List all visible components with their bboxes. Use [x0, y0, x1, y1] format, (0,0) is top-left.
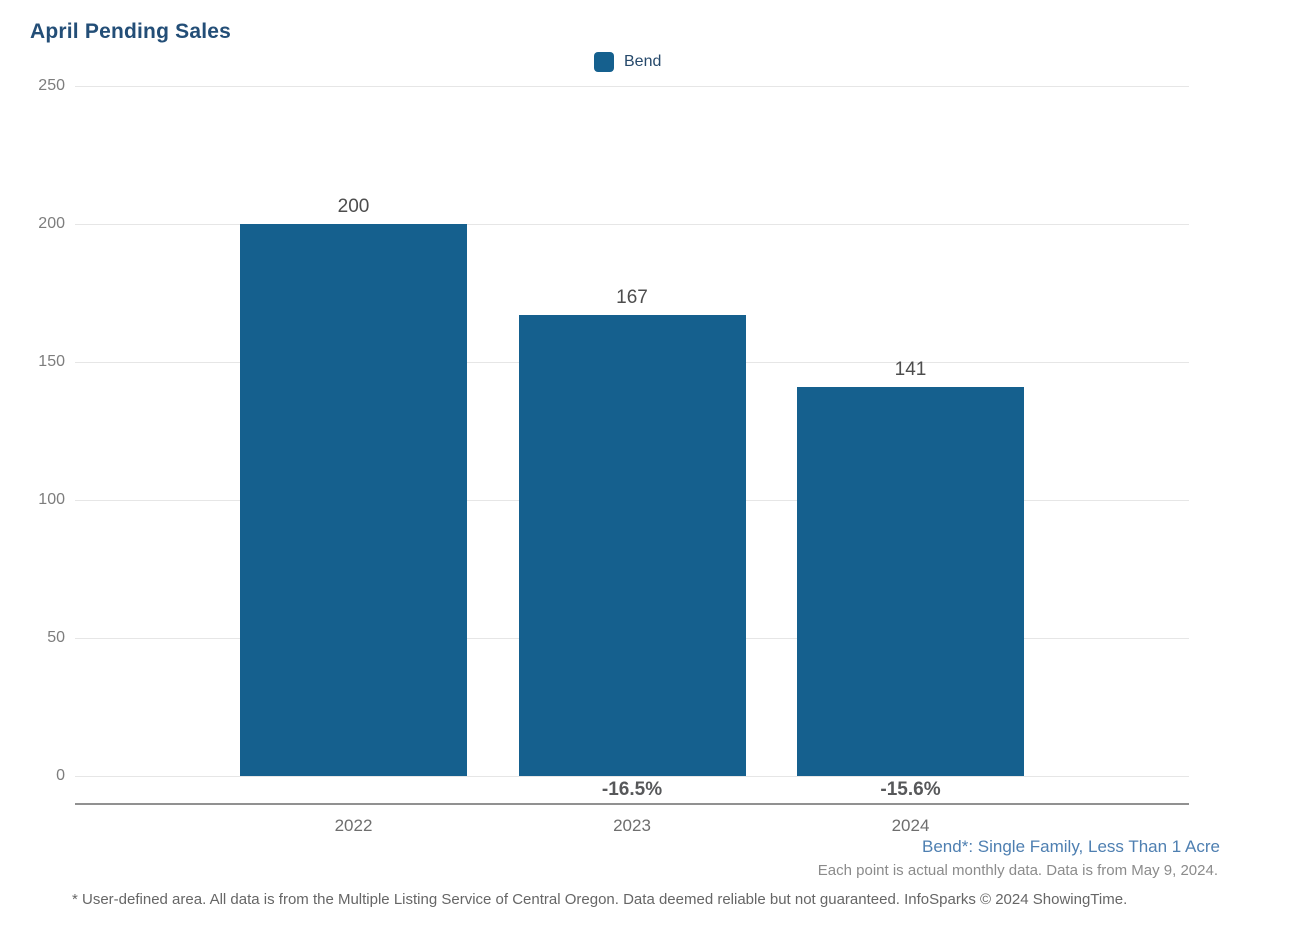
x-axis-tick-label: 2023: [613, 816, 651, 835]
x-axis-tick-label: 2024: [891, 816, 930, 835]
bar-2024[interactable]: [797, 386, 1024, 776]
footnote: * User-defined area. All data is from th…: [72, 891, 1128, 908]
y-axis-tick-label: 250: [38, 77, 65, 94]
legend-label-bend: Bend: [624, 53, 662, 70]
bar-2023[interactable]: [518, 315, 746, 776]
y-axis-tick-label: 0: [56, 767, 65, 784]
series-definition-note: Bend*: Single Family, Less Than 1 Acre: [922, 837, 1220, 856]
data-source-note: Each point is actual monthly data. Data …: [817, 862, 1218, 879]
bar-value-label: 200: [337, 196, 370, 217]
legend[interactable]: Bend: [594, 52, 661, 72]
bar-value-label: 167: [616, 287, 648, 309]
chart-title: April Pending Sales: [30, 20, 232, 43]
y-axis-tick-label: 100: [38, 491, 65, 508]
gridline-y-250: [75, 86, 1189, 87]
y-axis-tick-label: 50: [47, 629, 65, 646]
bar-value-label: 141: [894, 358, 927, 380]
bar-2022[interactable]: [240, 224, 467, 776]
x-axis-tick-label: 2022: [334, 816, 373, 835]
bar-pct-change-label: -16.5%: [601, 779, 663, 800]
legend-swatch-bend: [594, 52, 614, 72]
bar-pct-change-label: -15.6%: [880, 779, 941, 800]
plot-area: 0 50 100 150 200 250 200 2022 167 -16.5% 2023 141 -1…: [38, 77, 1189, 835]
gridline-y-0: [75, 776, 1189, 777]
gridline-y-200: [75, 224, 1189, 225]
y-axis-tick-label: 200: [38, 215, 65, 232]
x-axis-line: [75, 803, 1189, 805]
y-axis-tick-label: 150: [38, 353, 65, 370]
